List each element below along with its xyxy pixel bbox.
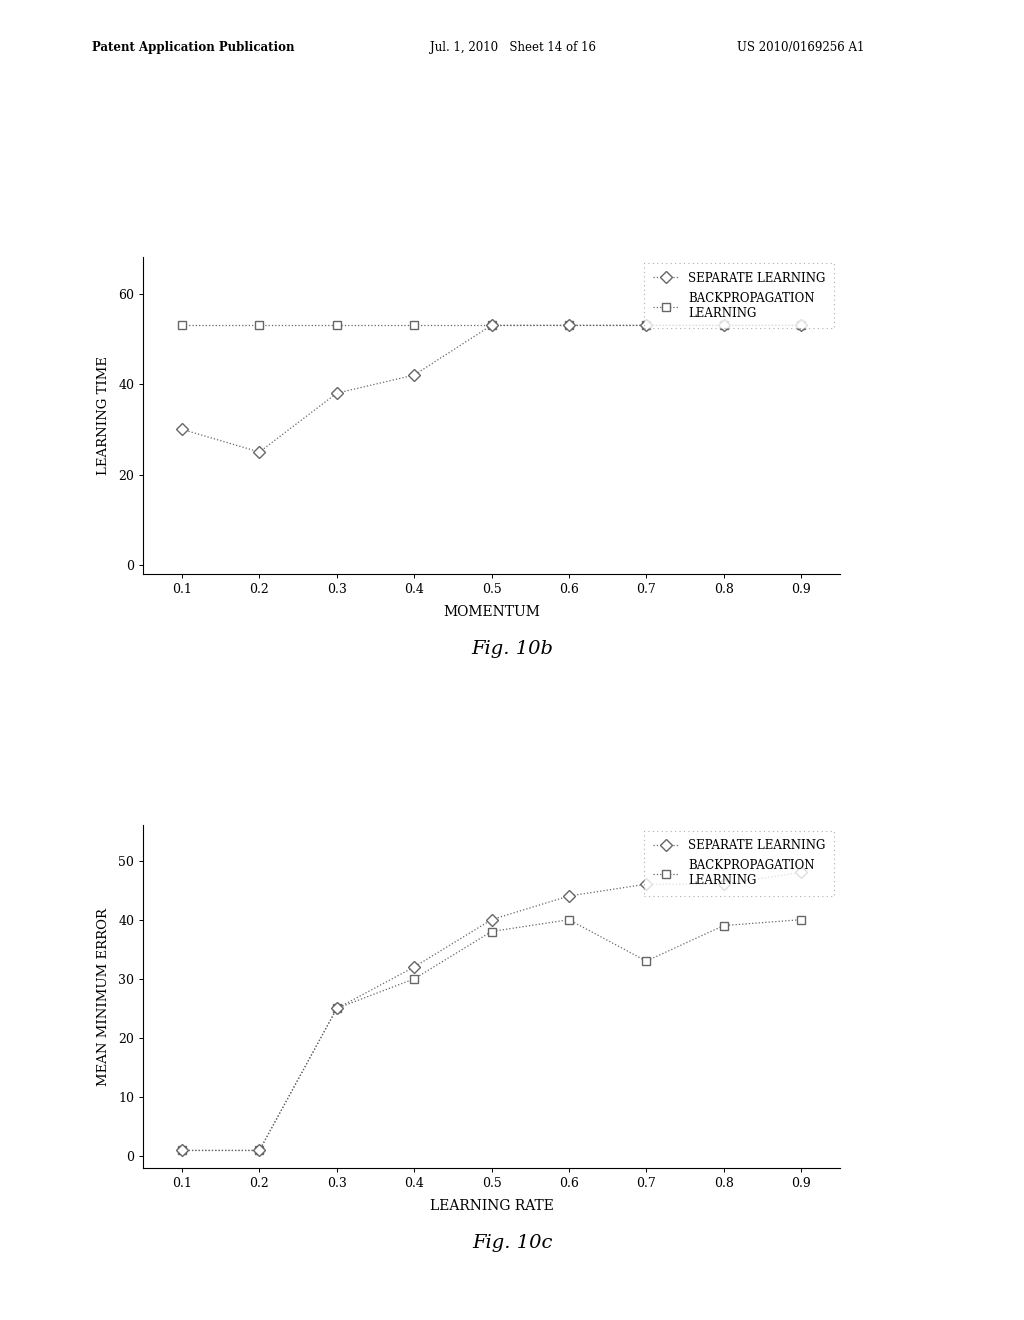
- X-axis label: LEARNING RATE: LEARNING RATE: [430, 1199, 553, 1213]
- Legend: SEPARATE LEARNING, BACKPROPAGATION
LEARNING: SEPARATE LEARNING, BACKPROPAGATION LEARN…: [644, 830, 834, 895]
- Y-axis label: LEARNING TIME: LEARNING TIME: [97, 356, 110, 475]
- Text: Patent Application Publication: Patent Application Publication: [92, 41, 295, 54]
- Text: Fig. 10c: Fig. 10c: [472, 1234, 552, 1253]
- X-axis label: MOMENTUM: MOMENTUM: [443, 605, 540, 619]
- Y-axis label: MEAN MINIMUM ERROR: MEAN MINIMUM ERROR: [97, 908, 110, 1085]
- Text: US 2010/0169256 A1: US 2010/0169256 A1: [737, 41, 864, 54]
- Text: Jul. 1, 2010   Sheet 14 of 16: Jul. 1, 2010 Sheet 14 of 16: [430, 41, 596, 54]
- Legend: SEPARATE LEARNING, BACKPROPAGATION
LEARNING: SEPARATE LEARNING, BACKPROPAGATION LEARN…: [644, 263, 834, 327]
- Text: Fig. 10b: Fig. 10b: [471, 640, 553, 659]
